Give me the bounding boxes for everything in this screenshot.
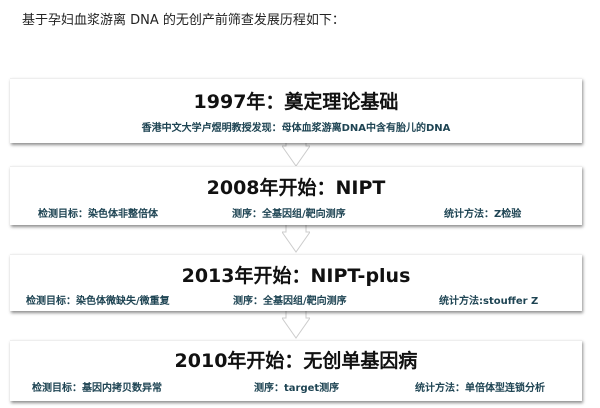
stage-title: 2013年开始：NIPT-plus bbox=[181, 265, 411, 287]
stage-stats: 统计方法：Z检验 bbox=[444, 209, 522, 220]
stage-sequencing: 测序：全基因组/靶向测序 bbox=[232, 209, 346, 220]
stage-sequencing: 测序：target测序 bbox=[254, 383, 340, 394]
stage-target: 检测目标：染色体非整倍体 bbox=[38, 209, 158, 220]
intro-text: 基于孕妇血浆游离 DNA 的无创产前筛查发展历程如下： bbox=[22, 13, 345, 28]
stage-target: 检测目标：染色体微缺失/微重复 bbox=[26, 296, 170, 307]
down-arrow-icon bbox=[282, 224, 310, 253]
stage-2008: 2008年开始：NIPT 检测目标：染色体非整倍体 测序：全基因组/靶向测序 统… bbox=[10, 166, 582, 225]
stage-2010: 2010年开始：无创单基因病 检测目标：基因内拷贝数异常 测序：target测序… bbox=[10, 340, 582, 401]
down-arrow-icon bbox=[282, 142, 310, 167]
stage-2013: 2013年开始：NIPT-plus 检测目标：染色体微缺失/微重复 测序：全基因… bbox=[10, 254, 582, 311]
stage-description: 香港中文大学卢煜明教授发现：母体血浆游离DNA中含有胎儿的DNA bbox=[141, 123, 451, 134]
down-arrow-icon bbox=[282, 310, 310, 339]
stage-stats: 统计方法：单倍体型连锁分析 bbox=[415, 383, 545, 394]
stage-target: 检测目标：基因内拷贝数异常 bbox=[32, 383, 162, 394]
stage-stats: 统计方法:stouffer Z bbox=[439, 296, 539, 307]
stage-1997: 1997年：奠定理论基础 香港中文大学卢煜明教授发现：母体血浆游离DNA中含有胎… bbox=[10, 78, 582, 143]
stage-title: 2008年开始：NIPT bbox=[206, 177, 386, 199]
stage-title: 1997年：奠定理论基础 bbox=[193, 91, 399, 113]
stage-sequencing: 测序：全基因组/靶向测序 bbox=[233, 296, 347, 307]
stage-title: 2010年开始：无创单基因病 bbox=[174, 350, 418, 372]
